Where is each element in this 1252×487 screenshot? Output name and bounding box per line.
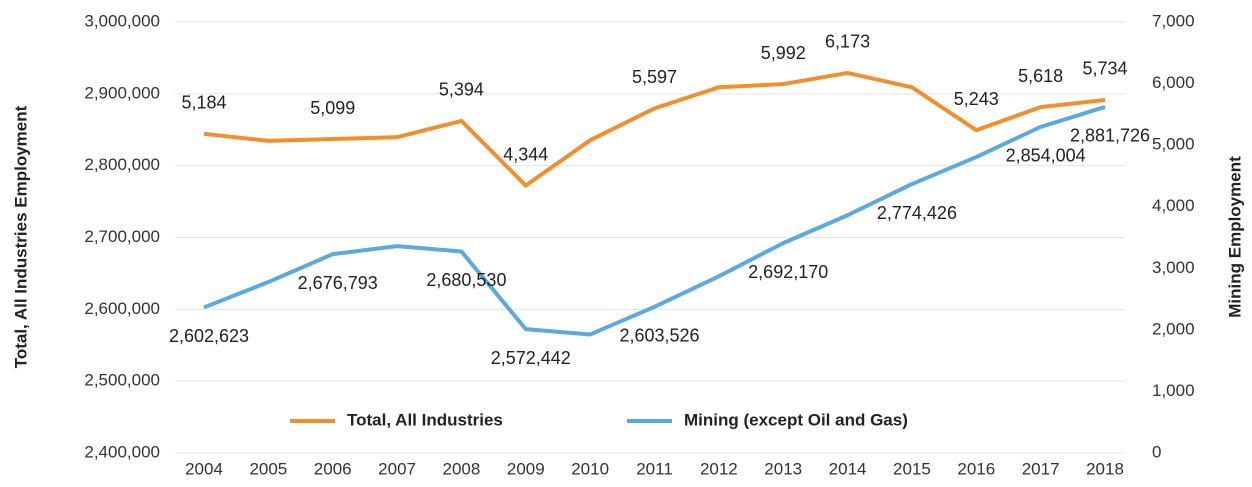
- legend-label: Mining (except Oil and Gas): [684, 410, 908, 429]
- data-label: 2,854,004: [1006, 146, 1086, 166]
- data-label: 5,597: [632, 67, 677, 87]
- y-tick-label: 2,400,000: [84, 442, 160, 461]
- y2-tick-label: 5,000: [1152, 135, 1195, 154]
- y-axis-title: Total, All Industries Employment: [11, 105, 30, 368]
- x-tick-label: 2005: [249, 459, 287, 478]
- data-label: 2,680,530: [426, 270, 506, 290]
- data-label: 5,992: [761, 43, 806, 63]
- series-line: [203, 105, 1106, 337]
- x-tick-label: 2010: [571, 459, 609, 478]
- y2-tick-label: 4,000: [1152, 196, 1195, 215]
- x-tick-label: 2016: [957, 459, 995, 478]
- x-tick-label: 2007: [378, 459, 416, 478]
- x-tick-label: 2004: [185, 459, 223, 478]
- x-tick-label: 2013: [764, 459, 802, 478]
- y2-tick-label: 0: [1152, 442, 1161, 461]
- data-label: 4,344: [503, 144, 548, 164]
- data-label: 5,099: [310, 98, 355, 118]
- y-tick-label: 2,600,000: [84, 299, 160, 318]
- data-label: 2,603,526: [619, 326, 699, 346]
- data-label: 2,602,623: [169, 326, 249, 346]
- x-tick-label: 2017: [1022, 459, 1060, 478]
- x-tick-label: 2012: [700, 459, 738, 478]
- series-line: [203, 70, 1106, 188]
- y2-tick-label: 3,000: [1152, 258, 1195, 277]
- y2-axis-title: Mining Employment: [1225, 156, 1244, 318]
- data-label: 6,173: [825, 32, 870, 52]
- y-tick-label: 3,000,000: [84, 11, 160, 30]
- y-tick-label: 2,500,000: [84, 371, 160, 390]
- data-label: 2,881,726: [1070, 126, 1150, 146]
- y-tick-label: 2,900,000: [84, 83, 160, 102]
- y2-tick-label: 2,000: [1152, 319, 1195, 338]
- data-label: 5,394: [439, 80, 484, 100]
- y-tick-label: 2,800,000: [84, 155, 160, 174]
- x-tick-label: 2009: [507, 459, 545, 478]
- y-tick-label: 2,700,000: [84, 227, 160, 246]
- x-tick-label: 2006: [314, 459, 352, 478]
- data-label: 5,243: [954, 89, 999, 109]
- x-tick-label: 2014: [829, 459, 867, 478]
- data-label: 5,734: [1082, 59, 1127, 79]
- y2-tick-label: 6,000: [1152, 73, 1195, 92]
- data-label: 2,572,442: [491, 348, 571, 368]
- y2-tick-label: 1,000: [1152, 381, 1195, 400]
- data-label: 2,676,793: [298, 273, 378, 293]
- x-tick-label: 2008: [443, 459, 481, 478]
- legend-label: Total, All Industries: [347, 410, 503, 429]
- data-label: 5,184: [181, 93, 226, 113]
- x-tick-label: 2018: [1086, 459, 1124, 478]
- data-label: 2,774,426: [877, 203, 957, 223]
- data-label: 2,692,170: [748, 262, 828, 282]
- data-label: 5,618: [1018, 66, 1063, 86]
- x-tick-label: 2011: [636, 459, 673, 478]
- x-tick-label: 2015: [893, 459, 931, 478]
- y2-tick-label: 7,000: [1152, 11, 1195, 30]
